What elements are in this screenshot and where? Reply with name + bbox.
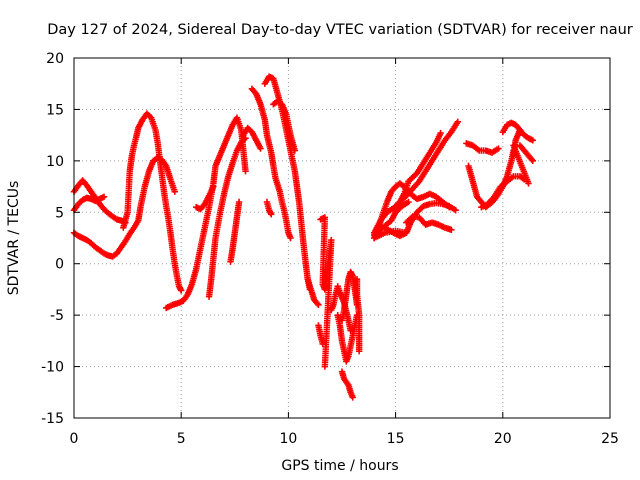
data-point — [319, 340, 326, 348]
data-point — [242, 167, 249, 175]
x-tick-label: 0 — [70, 431, 79, 447]
data-point — [529, 137, 537, 144]
x-tick-label: 5 — [177, 431, 186, 447]
x-tick-label: 15 — [387, 431, 405, 447]
y-tick-label: 5 — [55, 205, 64, 221]
y-tick-label: -15 — [41, 411, 64, 427]
data-point — [321, 363, 329, 370]
data-point — [315, 301, 322, 309]
data-point — [171, 188, 178, 195]
data-point — [529, 157, 537, 165]
data-point — [528, 156, 535, 163]
data-point — [510, 142, 517, 149]
x-tick-label: 10 — [279, 431, 297, 447]
x-tick-label: 25 — [601, 431, 619, 447]
y-tick-label: 10 — [46, 154, 64, 170]
y-tick-label: 20 — [46, 51, 64, 67]
data-point — [268, 211, 275, 218]
data-point — [448, 226, 455, 233]
data-points — [70, 73, 537, 401]
axis-ticks: 0 5 10 15 20 25 -15 -10 -5 0 5 10 15 20 — [41, 51, 619, 447]
plot-frame — [73, 57, 611, 419]
chart-title: Day 127 of 2024, Sidereal Day-to-day VTE… — [47, 22, 633, 38]
data-point — [403, 229, 410, 237]
data-point — [100, 193, 108, 201]
x-axis-label: GPS time / hours — [281, 458, 398, 474]
y-axis-label: SDTVAR / TECUs — [6, 181, 22, 296]
y-tick-label: -5 — [50, 308, 64, 324]
data-point — [452, 207, 459, 214]
y-tick-label: 0 — [55, 257, 64, 273]
data-point — [314, 300, 321, 307]
data-point — [257, 145, 264, 152]
data-point — [291, 147, 299, 154]
data-point — [437, 129, 444, 137]
data-point — [454, 118, 461, 125]
data-point — [408, 214, 415, 221]
data-point — [287, 234, 294, 242]
data-point — [516, 126, 524, 134]
data-point — [405, 198, 412, 206]
x-tick-label: 20 — [494, 431, 512, 447]
data-point — [178, 287, 185, 294]
y-tick-label: 15 — [46, 102, 64, 118]
y-tick-label: -10 — [41, 360, 64, 376]
data-point — [210, 183, 217, 190]
data-point — [355, 347, 363, 355]
data-point — [495, 145, 502, 152]
data-point — [349, 394, 356, 401]
data-point — [235, 198, 243, 206]
